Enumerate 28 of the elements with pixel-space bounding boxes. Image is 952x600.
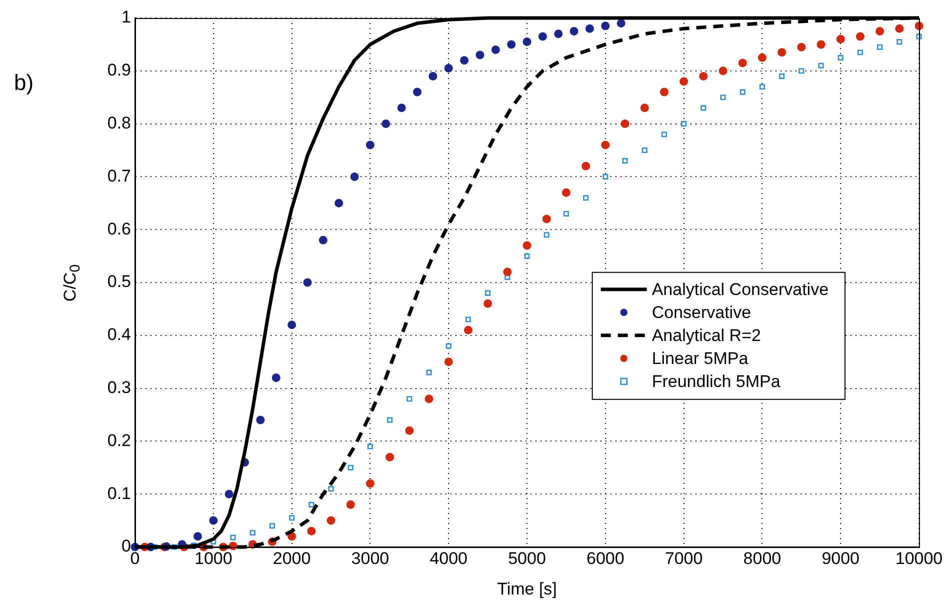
legend-label: Analytical Conservative xyxy=(652,280,829,300)
x-tick-label: 3000 xyxy=(351,548,390,568)
legend-label: Freundlich 5MPa xyxy=(652,372,781,392)
x-tick-label: 4000 xyxy=(430,548,468,568)
y-tick-label: 0.6 xyxy=(107,219,131,238)
y-tick-label: 0 xyxy=(122,536,131,556)
y-tick-label: 0.5 xyxy=(107,272,131,292)
x-tick-label: 2000 xyxy=(272,548,311,568)
y-tick-label: 1 xyxy=(122,8,131,27)
y-tick-label: 0.7 xyxy=(107,166,131,186)
x-tick-label: 8000 xyxy=(743,548,782,568)
x-axis-title: Time [s] xyxy=(497,579,557,598)
x-tick-label: 1000 xyxy=(194,548,232,568)
legend-label: Analytical R=2 xyxy=(652,326,761,346)
y-tick-label: 0.2 xyxy=(107,430,131,450)
x-tick-label: 6000 xyxy=(586,548,624,568)
y-tick-label: 0.4 xyxy=(107,325,131,344)
y-tick-label: 0.3 xyxy=(107,378,131,397)
x-tick-label: 5000 xyxy=(508,548,546,568)
x-tick-label: 9000 xyxy=(822,548,860,568)
legend-label: Linear 5MPa xyxy=(652,349,749,368)
x-tick-label: 7000 xyxy=(664,548,703,568)
y-tick-label: 0.8 xyxy=(107,113,131,132)
y-tick-label: 0.9 xyxy=(107,60,131,80)
text: b) xyxy=(14,70,34,96)
x-tick-label: 10000 xyxy=(895,548,943,568)
y-tick-label: 0.1 xyxy=(107,484,131,503)
legend-label: Conservative xyxy=(652,303,752,322)
